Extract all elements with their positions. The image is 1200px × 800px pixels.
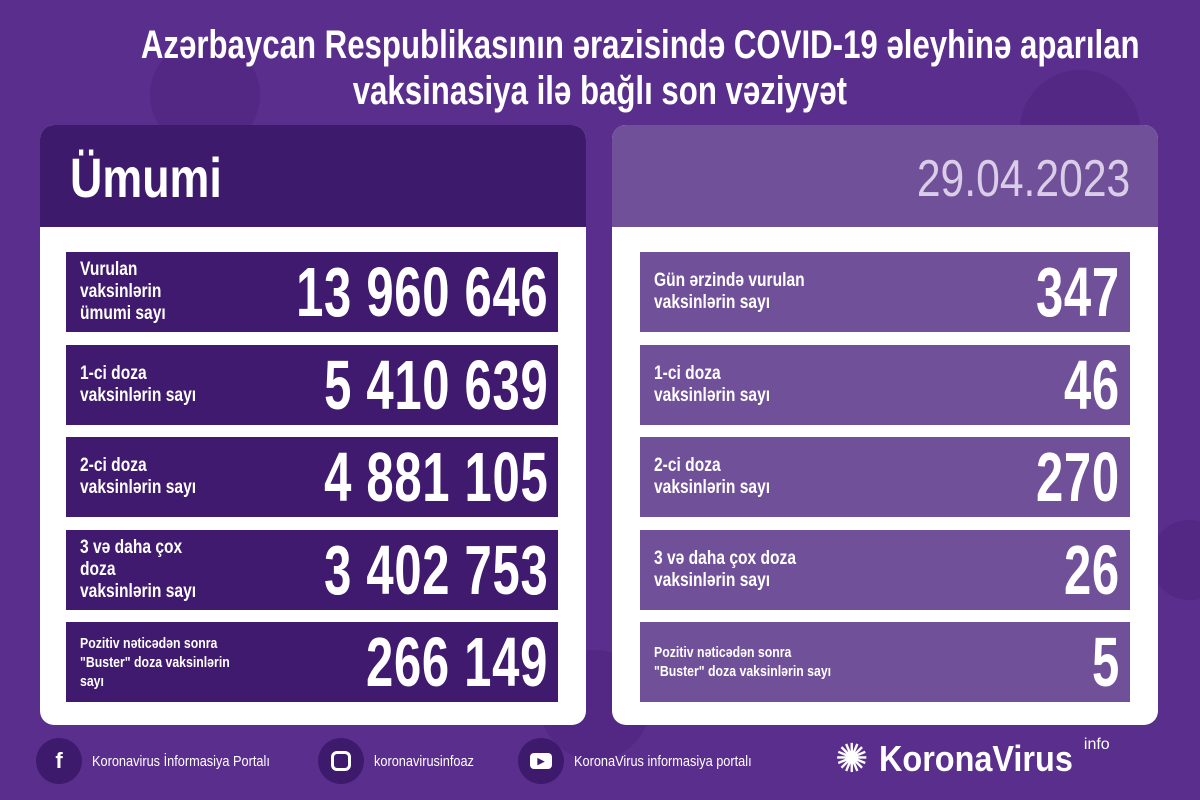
- facebook-icon: f: [36, 738, 82, 784]
- instagram-icon: [318, 738, 364, 784]
- total-panel: Ümumi Vurulan vaksinlərin ümumi sayı 13 96…: [40, 125, 586, 725]
- stat-label: 2-ci doza vaksinlərin sayı: [654, 455, 771, 498]
- stat-value: 4 881 105: [323, 438, 548, 516]
- stat-value: 5 410 639: [323, 346, 548, 424]
- page-title: Azərbaycan Respublikasının ərazisində CO…: [0, 22, 1200, 114]
- koronavirus-logo: ✺ KoronaVirus info: [835, 736, 1110, 781]
- stat-label: 1-ci doza vaksinlərin sayı: [80, 363, 197, 406]
- footer: f Koronavirus İnformasiya Portalı koronav…: [0, 738, 1200, 788]
- stat-value: 26: [1064, 531, 1120, 609]
- stat-value: 266 149: [365, 623, 548, 701]
- stat-row: 2-ci doza vaksinlərin sayı 270: [640, 437, 1130, 517]
- stat-value: 13 960 646: [295, 253, 548, 331]
- report-date: 29.04.2023: [916, 150, 1130, 208]
- stat-value: 46: [1064, 346, 1120, 424]
- stat-row: 3 və daha çox doza vaksinlərin sayı 26: [640, 530, 1130, 610]
- stat-value: 3 402 753: [323, 531, 548, 609]
- youtube-icon: ▶: [518, 738, 564, 784]
- stat-row: Pozitiv nəticədən sonra "Buster" doza vak…: [640, 622, 1130, 702]
- stat-label: 2-ci doza vaksinlərin sayı: [80, 455, 197, 498]
- total-heading: Ümumi: [70, 146, 222, 209]
- stat-row: 3 və daha çox doza vaksinlərin sayı 3 402 …: [66, 530, 558, 610]
- stat-label: Pozitiv nəticədən sonra "Buster" doza vak…: [654, 644, 832, 680]
- stat-value: 270: [1036, 438, 1120, 516]
- stat-row: 1-ci doza vaksinlərin sayı 5 410 639: [66, 345, 558, 425]
- stat-row: Gün ərzində vurulan vaksinlərin sayı 347: [640, 252, 1130, 332]
- instagram-link[interactable]: koronavirusinfoaz: [318, 738, 492, 784]
- facebook-link[interactable]: f Koronavirus İnformasiya Portalı: [36, 738, 301, 784]
- stat-label: Pozitiv nəticədən sonra "Buster" doza vak…: [80, 634, 230, 690]
- total-header: Ümumi: [40, 125, 586, 227]
- stat-row: 2-ci doza vaksinlərin sayı 4 881 105: [66, 437, 558, 517]
- title-line-2: vaksinasiya ilə bağlı son vəziyyət: [352, 69, 848, 113]
- stat-value: 5: [1092, 623, 1120, 701]
- stat-row: Vurulan vaksinlərin ümumi sayı 13 960 646: [66, 252, 558, 332]
- stat-label: Gün ərzində vurulan vaksinlərin sayı: [654, 270, 805, 313]
- stat-label: 1-ci doza vaksinlərin sayı: [654, 363, 771, 406]
- virus-icon: ✺: [835, 737, 869, 781]
- stat-label: 3 və daha çox doza vaksinlərin sayı: [654, 548, 797, 591]
- stat-row: Pozitiv nəticədən sonra "Buster" doza vak…: [66, 622, 558, 702]
- stat-label: Vurulan vaksinlərin ümumi sayı: [80, 259, 166, 324]
- daily-panel: 29.04.2023 Gün ərzində vurulan vaksinləri…: [612, 125, 1158, 725]
- stat-value: 347: [1036, 253, 1120, 331]
- stat-label: 3 və daha çox doza vaksinlərin sayı: [80, 537, 197, 602]
- title-line-1: Azərbaycan Respublikasının ərazisində CO…: [140, 23, 1140, 67]
- youtube-link[interactable]: ▶ KoronaVirus informasiya portalı: [518, 738, 783, 784]
- daily-header: 29.04.2023: [612, 125, 1158, 227]
- stat-row: 1-ci doza vaksinlərin sayı 46: [640, 345, 1130, 425]
